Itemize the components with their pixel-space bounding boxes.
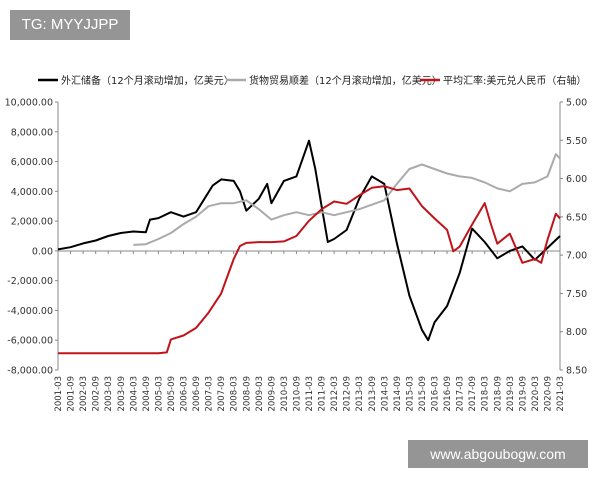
series-line-fx-reserves — [57, 139, 561, 342]
x-tick-label: 2008-03 — [230, 376, 240, 412]
left-tick-label: 10,000.00 — [5, 98, 53, 109]
left-tick-label: -8,000.00 — [7, 366, 53, 377]
x-tick-label: 2010-09 — [292, 376, 302, 412]
x-tick-label: 2003-03 — [104, 376, 114, 412]
right-tick-label: 8.50 — [566, 366, 587, 377]
right-tick-label: 6.50 — [566, 212, 587, 223]
x-tick-label: 2015-09 — [418, 376, 428, 412]
x-tick-label: 2011-09 — [318, 376, 328, 412]
watermark-bottom: www.abgoubogw.com — [408, 440, 588, 468]
watermark-top: TG: MYYJJPP — [10, 10, 130, 40]
x-tick-label: 2008-09 — [242, 376, 252, 412]
x-tick-label: 2017-03 — [456, 376, 466, 412]
x-tick-label: 2009-09 — [267, 376, 277, 412]
left-tick-label: 2,000.00 — [11, 217, 53, 228]
x-tick-label: 2020-09 — [543, 376, 553, 412]
x-tick-label: 2011-03 — [305, 376, 315, 412]
legend: 外汇储备（12个月滚动增加，亿美元） 货物贸易顺差（12个月滚动增加，亿美元） 平均… — [38, 74, 586, 87]
x-tick-label: 2014-09 — [393, 376, 403, 412]
x-tick-label: 2004-03 — [129, 376, 139, 412]
legend-label-trade-surplus: 货物贸易顺差（12个月滚动增加，亿美元） — [249, 74, 442, 87]
x-tick-label: 2001-09 — [67, 376, 77, 412]
x-tick-label: 2014-03 — [380, 376, 390, 412]
x-tick-label: 2012-09 — [343, 376, 353, 412]
plot-lines — [57, 139, 561, 355]
x-tick-label: 2019-09 — [518, 376, 528, 412]
right-tick-label: 5.00 — [566, 98, 587, 109]
x-tick-label: 2016-09 — [443, 376, 453, 412]
x-tick-label: 2005-03 — [154, 376, 164, 412]
left-tick-label: -4,000.00 — [7, 306, 53, 317]
x-tick-label: 2013-03 — [355, 376, 365, 412]
x-tick-label: 2004-09 — [142, 376, 152, 412]
x-tick-label: 2006-03 — [180, 376, 190, 412]
x-tick-label: 2016-03 — [431, 376, 441, 412]
right-tick-label: 7.00 — [566, 251, 587, 262]
right-tick-label: 5.50 — [566, 136, 587, 147]
x-tick-label: 2018-09 — [493, 376, 503, 412]
x-tick-label: 2021-03 — [556, 376, 566, 412]
legend-label-usd-cny-rate: 平均汇率:美元兑人民币（右轴） — [443, 74, 586, 87]
x-tick-label: 2001-03 — [54, 376, 64, 412]
left-tick-label: 4,000.00 — [11, 187, 53, 198]
x-tick-label: 2020-03 — [531, 376, 541, 412]
x-tick-label: 2002-09 — [92, 376, 102, 412]
x-tick-label: 2013-09 — [368, 376, 378, 412]
x-tick-label: 2015-03 — [405, 376, 415, 412]
x-tick-label: 2018-03 — [481, 376, 491, 412]
left-tick-label: -2,000.00 — [7, 276, 53, 287]
right-axis: 5.00 5.50 6.00 6.50 7.00 7.50 8.00 8.50 — [559, 98, 587, 377]
x-tick-label: 2005-09 — [167, 376, 177, 412]
series-line-trade-surplus — [133, 153, 561, 246]
x-tick-label: 2006-09 — [192, 376, 202, 412]
legend-label-fx-reserves: 外汇储备（12个月滚动增加，亿美元） — [61, 74, 234, 87]
x-tick-label: 2007-09 — [217, 376, 227, 412]
x-tick-label: 2010-03 — [280, 376, 290, 412]
x-tick-label: 2009-03 — [255, 376, 265, 412]
x-tick-label: 2002-03 — [79, 376, 89, 412]
x-tick-label: 2003-09 — [117, 376, 127, 412]
left-tick-label: 6,000.00 — [11, 157, 53, 168]
left-tick-label: 0.00 — [32, 246, 53, 257]
left-tick-label: -6,000.00 — [7, 336, 53, 347]
right-tick-label: 6.00 — [566, 174, 587, 185]
x-tick-label: 2017-09 — [468, 376, 478, 412]
series-line-usd-cny-rate — [58, 185, 561, 355]
right-tick-label: 7.50 — [566, 289, 587, 300]
x-tick-label: 2007-03 — [205, 376, 215, 412]
x-tick-label: 2012-03 — [330, 376, 340, 412]
left-tick-label: 8,000.00 — [11, 127, 53, 138]
left-axis: 10,000.00 8,000.00 6,000.00 4,000.00 2,000.0… — [5, 98, 59, 377]
x-tick-label: 2019-03 — [506, 376, 516, 412]
x-axis: 2001-03 2001-09 2002-03 2002-09 2003-03 2003-… — [54, 250, 566, 412]
right-tick-label: 8.00 — [566, 327, 587, 338]
